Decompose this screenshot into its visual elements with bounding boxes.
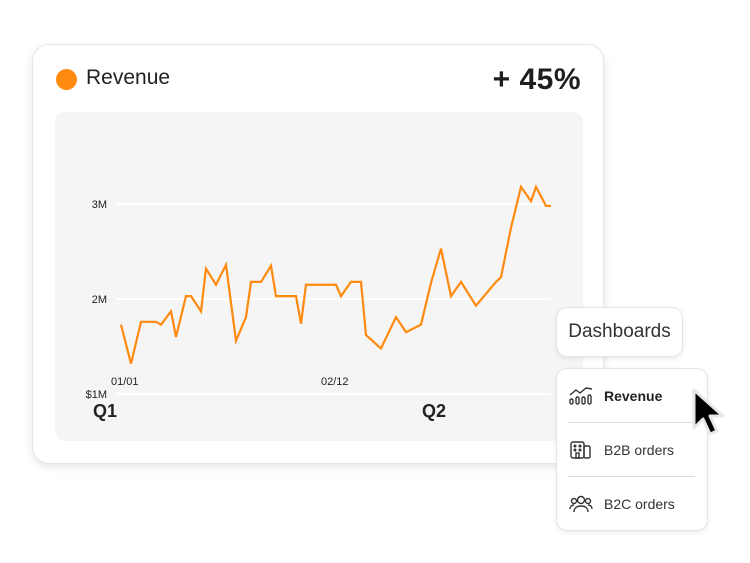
y-tick-label: $1M (86, 389, 107, 401)
menu-divider (568, 422, 695, 423)
revenue-series-line (119, 184, 551, 364)
mouse-pointer-icon (692, 388, 725, 436)
x-tick-label: 02/12 (321, 376, 349, 388)
dashboards-menu: Revenue B2B orders B2C orders (557, 369, 707, 530)
building-icon (568, 439, 594, 461)
menu-item-label: B2C orders (604, 496, 675, 512)
quarter-label-q2: Q2 (422, 401, 447, 421)
x-tick-label: 01/01 (111, 376, 139, 388)
card-title: Revenue (86, 66, 171, 89)
revenue-line-chart: 3M 2M $1M 01/01 02/12 (86, 184, 551, 401)
chart-panel: 3M 2M $1M 01/01 02/12 Q1 Q2 (55, 112, 583, 441)
y-tick-label: 2M (92, 294, 107, 306)
change-percentage: + 45% (492, 63, 581, 96)
dashboards-button[interactable]: Dashboards (557, 308, 682, 356)
quarter-label-q1: Q1 (93, 401, 118, 421)
menu-item-label: B2B orders (604, 442, 675, 458)
menu-item-b2b-orders[interactable]: B2B orders (557, 424, 707, 476)
chart-growth-icon (568, 385, 594, 407)
menu-item-b2c-orders[interactable]: B2C orders (557, 478, 707, 530)
menu-item-revenue[interactable]: Revenue (557, 370, 707, 422)
user-group-icon (568, 493, 594, 515)
y-tick-label: 3M (92, 199, 107, 211)
series-color-dot (56, 69, 77, 90)
revenue-card: Revenue + 45% 3M 2M $1M 01/01 02/12 Q1 Q2 (33, 45, 603, 463)
menu-divider (568, 476, 695, 477)
menu-item-label: Revenue (604, 388, 663, 404)
